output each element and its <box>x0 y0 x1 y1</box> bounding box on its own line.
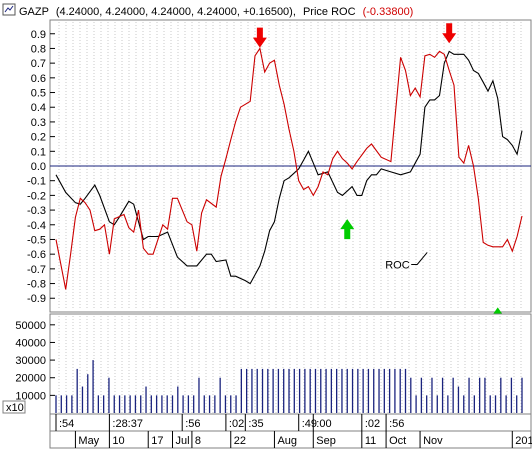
x-time-label: :56 <box>389 418 404 430</box>
x-time-label: :49 <box>302 418 317 430</box>
volume-tick-label: 10000 <box>15 390 46 402</box>
header-indicator: Price ROC <box>303 6 356 18</box>
y-tick-label: 0.4 <box>31 102 46 114</box>
x-axis-labels: :54 :28:37 :56 :02 :35 :49:00 :02 :56 May 10 17 Jul… <box>50 414 532 448</box>
volume-multiplier-label: x10 <box>6 402 24 414</box>
x-date-label: Nov <box>423 435 443 447</box>
x-date-label: 11 <box>365 435 376 447</box>
y-tick-label: -0.2 <box>27 190 46 202</box>
x-date-label: 10 <box>112 435 124 447</box>
buy-signal-arrow-icon <box>340 219 355 240</box>
price-series-line <box>55 50 523 285</box>
x-time-label: :02 <box>229 418 244 430</box>
x-date-label: 17 <box>151 435 163 447</box>
x-time-label: :35 <box>248 418 263 430</box>
y-tick-label: -0.3 <box>27 205 46 217</box>
x-date-label: 2014 <box>515 435 532 447</box>
x-time-label: :02 <box>365 418 380 430</box>
x-time-label: :28:37 <box>112 418 143 430</box>
roc-series-line <box>55 46 523 290</box>
y-tick-label: 0.9 <box>31 29 46 41</box>
y-tick-label: -0.7 <box>27 264 46 276</box>
volume-tick-label: 30000 <box>15 355 46 367</box>
y-tick-label: 0.5 <box>31 88 46 100</box>
x-time-label: :56 <box>185 418 200 430</box>
x-date-label: 22 <box>234 435 246 447</box>
price-panel: 0.9 0.8 0.7 0.6 0.5 0.4 0.3 0.2 0.1 0.0 -0.1 -0.2 -0… <box>27 19 532 328</box>
header-symbol: GAZP <box>19 6 49 18</box>
volume-tick-label: 40000 <box>15 337 46 349</box>
header-title: GAZP (4.24000, 4.24000, 4.24000, 4.24000… <box>19 6 413 18</box>
volume-tick-label: 50000 <box>15 320 46 332</box>
y-tick-label: 0.3 <box>31 117 46 129</box>
volume-tick-label: 20000 <box>15 373 46 385</box>
x-date-label: May <box>78 435 99 447</box>
price-y-axis: 0.9 0.8 0.7 0.6 0.5 0.4 0.3 0.2 0.1 0.0 -0.1 -0.2 -0… <box>27 29 55 305</box>
volume-bars <box>55 360 523 413</box>
y-tick-label: -0.6 <box>27 249 46 261</box>
x-date-label: Aug <box>277 435 297 447</box>
chart-annotations: ROC <box>385 252 428 271</box>
annotation-leader-line <box>411 252 428 265</box>
x-time-label: :00 <box>316 418 331 430</box>
sell-signal-arrow-icon <box>252 27 267 48</box>
x-date-label: Sep <box>316 435 336 447</box>
volume-panel-grid <box>58 316 522 413</box>
volume-panel: 50000 40000 30000 20000 10000 x10 <box>2 313 532 431</box>
volume-y-axis: 50000 40000 30000 20000 10000 <box>15 320 55 402</box>
y-tick-label: -0.4 <box>27 220 46 232</box>
x-time-label: :54 <box>59 418 74 430</box>
y-tick-label: 0.2 <box>31 132 46 144</box>
x-axis: :54 :28:37 :56 :02 :35 :49:00 :02 :56 May 10 17 Jul… <box>49 413 532 449</box>
header-ohlc: (4.24000, 4.24000, 4.24000, 4.24000, +0.… <box>56 6 296 18</box>
x-date-label: Oct <box>389 435 406 447</box>
y-tick-label: 0.1 <box>31 146 46 158</box>
y-tick-label: 0.7 <box>31 58 46 70</box>
volume-multiplier-box <box>2 400 26 414</box>
chart-header: GAZP (4.24000, 4.24000, 4.24000, 4.24000… <box>2 3 413 18</box>
header-indicator-value: (-0.33800) <box>363 6 414 18</box>
y-tick-label: 0.6 <box>31 73 46 85</box>
sell-signal-arrow-icon <box>442 23 457 44</box>
y-tick-label: 0.8 <box>31 43 46 55</box>
y-tick-label: -0.9 <box>27 293 46 305</box>
chart-icon-glyph <box>4 5 14 13</box>
y-tick-label: -0.8 <box>27 279 46 291</box>
y-tick-label: -0.5 <box>27 234 46 246</box>
roc-annotation-label: ROC <box>385 259 410 271</box>
y-tick-label: 0.0 <box>31 161 46 173</box>
y-tick-label: -0.1 <box>27 176 46 188</box>
x-date-label: 8 <box>195 435 201 447</box>
x-date-label: Jul <box>176 435 190 447</box>
